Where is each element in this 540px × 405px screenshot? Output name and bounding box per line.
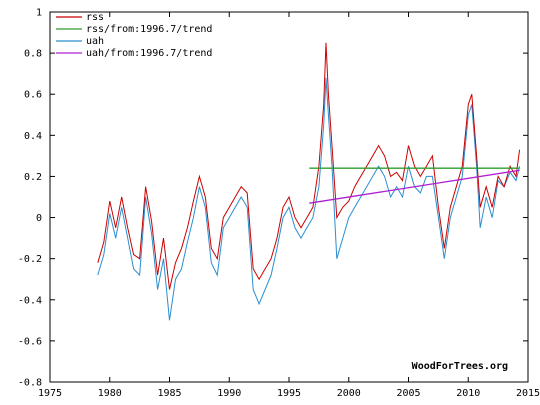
x-tick-label: 1985	[157, 388, 181, 399]
x-tick-label: 1980	[98, 388, 122, 399]
legend-entry: uah/from:1996.7/trend	[86, 48, 212, 59]
x-tick-label: 1995	[277, 388, 301, 399]
series-line-rss	[97, 42, 521, 290]
x-tick-label: 1990	[217, 388, 241, 399]
y-tick-label: 1	[36, 8, 42, 19]
x-tick-label: 2005	[396, 388, 420, 399]
x-tick-label: 2010	[456, 388, 480, 399]
y-tick-label: -0.8	[18, 378, 42, 389]
y-tick-label: 0	[36, 213, 42, 224]
legend-entry: uah	[86, 36, 104, 47]
legend-entry: rss/from:1996.7/trend	[86, 24, 212, 35]
y-tick-label: 0.2	[24, 172, 42, 183]
y-tick-label: 0.6	[24, 90, 42, 101]
y-tick-label: 0.4	[24, 131, 42, 142]
series-lines	[97, 42, 521, 321]
credit-label: WoodForTrees.org	[412, 361, 508, 372]
series-line-uah-from-1996-7-trend	[309, 169, 520, 204]
legend-entry: rss	[86, 12, 104, 23]
x-tick-label: 2000	[337, 388, 361, 399]
series-line-uah	[97, 77, 521, 321]
y-tick-label: -0.2	[18, 254, 42, 265]
legend: rssrss/from:1996.7/trenduahuah/from:1996…	[56, 12, 212, 59]
axis-ticks: 1975 1980 1985 1990 1995 2000 2005 2010 2015 -0.8…	[18, 8, 540, 400]
x-tick-label: 1975	[38, 388, 62, 399]
y-tick-label: -0.6	[18, 336, 42, 347]
y-tick-label: -0.4	[18, 295, 42, 306]
x-tick-label: 2015	[516, 388, 540, 399]
y-tick-label: 0.8	[24, 49, 42, 60]
